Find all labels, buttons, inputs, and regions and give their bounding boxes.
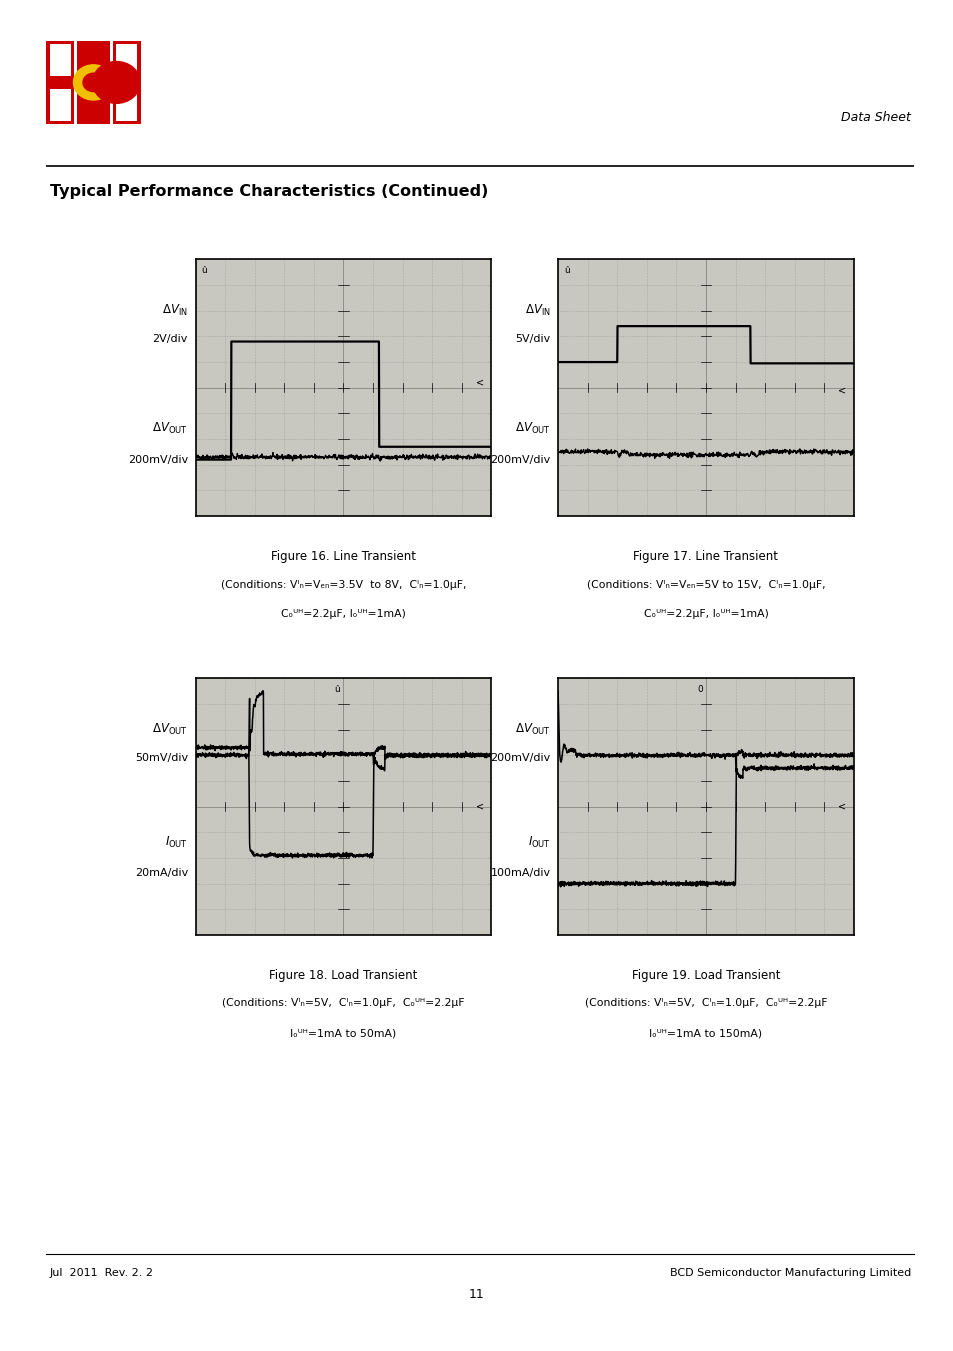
Text: $\Delta V_{\rm OUT}$: $\Delta V_{\rm OUT}$ (152, 422, 188, 436)
Text: Cₒᵁᴴ=2.2μF, Iₒᵁᴴ=1mA): Cₒᵁᴴ=2.2μF, Iₒᵁᴴ=1mA) (281, 609, 405, 619)
Text: $\Delta V_{\rm OUT}$: $\Delta V_{\rm OUT}$ (515, 422, 550, 436)
Text: $I_{\rm OUT}$: $I_{\rm OUT}$ (527, 835, 550, 850)
Text: Ch1|  200mV% ΔCh2  100mA  ΔM 100μs  A| Ch2 /  8.00mA: Ch1| 200mV% ΔCh2 100mA ΔM 100μs A| Ch2 /… (560, 943, 756, 948)
Text: Figure 19. Load Transient: Figure 19. Load Transient (631, 969, 780, 982)
Bar (77, 41, 110, 124)
Bar (50, 89, 71, 122)
Text: $\Delta V_{\rm OUT}$: $\Delta V_{\rm OUT}$ (515, 721, 550, 738)
Circle shape (83, 73, 104, 92)
Bar (112, 41, 141, 124)
Text: <: < (476, 377, 483, 388)
Text: 5V/div: 5V/div (515, 334, 550, 345)
Text: (Conditions: Vᴵₙ=5V,  Cᴵₙ=1.0μF,  Cₒᵁᴴ=2.2μF: (Conditions: Vᴵₙ=5V, Cᴵₙ=1.0μF, Cₒᵁᴴ=2.2… (584, 998, 826, 1008)
Text: (Conditions: Vᴵₙ=5V,  Cᴵₙ=1.0μF,  Cₒᵁᴴ=2.2μF: (Conditions: Vᴵₙ=5V, Cᴵₙ=1.0μF, Cₒᵁᴴ=2.2… (222, 998, 464, 1008)
Text: Cₒᵁᴴ=2.2μF, Iₒᵁᴴ=1mA): Cₒᵁᴴ=2.2μF, Iₒᵁᴴ=1mA) (643, 609, 767, 619)
Circle shape (92, 61, 140, 103)
Text: û: û (335, 685, 340, 694)
Text: Ch1|  2.00 V   %Ch2  200mV  Δ%M 400μs  A| Ch1 /  5.84 V: Ch1| 2.00 V %Ch2 200mV Δ%M 400μs A| Ch1 … (198, 524, 404, 530)
Text: <: < (476, 801, 483, 812)
Text: 200mV/div: 200mV/div (490, 454, 550, 465)
Text: 100mA/div: 100mA/div (490, 869, 550, 878)
Text: 20mA/div: 20mA/div (134, 869, 188, 878)
Text: Figure 17. Line Transient: Figure 17. Line Transient (633, 550, 778, 563)
Text: 11: 11 (469, 1288, 484, 1301)
Circle shape (73, 65, 113, 100)
Bar (116, 43, 137, 122)
Text: 200mV/div: 200mV/div (490, 753, 550, 763)
Text: 200mV/div: 200mV/div (128, 454, 188, 465)
Text: <: < (838, 801, 845, 812)
Text: Figure 18. Load Transient: Figure 18. Load Transient (269, 969, 417, 982)
Text: WIDE INPUT VOLTAGE RANGE, 150mA ULDO REGULATOR: WIDE INPUT VOLTAGE RANGE, 150mA ULDO REG… (61, 135, 454, 147)
Bar (46, 41, 74, 124)
Text: Iₒᵁᴴ=1mA to 150mA): Iₒᵁᴴ=1mA to 150mA) (649, 1028, 761, 1038)
Bar (50, 43, 71, 76)
Text: $\Delta V_{\rm OUT}$: $\Delta V_{\rm OUT}$ (152, 721, 188, 738)
Text: û: û (201, 266, 207, 276)
Text: <: < (838, 385, 845, 396)
Text: Jul  2011  Rev. 2. 2: Jul 2011 Rev. 2. 2 (50, 1267, 153, 1278)
Text: BCD Semiconductor Manufacturing Limited: BCD Semiconductor Manufacturing Limited (669, 1267, 910, 1278)
Text: Ch1|  50.0mV Δ%Ch2  20.0mA  ΔM 400μs  A| Ch2 /  7.20mA: Ch1| 50.0mV Δ%Ch2 20.0mA ΔM 400μs A| Ch2… (198, 943, 400, 948)
Text: $\Delta V_{\rm IN}$: $\Delta V_{\rm IN}$ (524, 303, 550, 319)
Text: $\Delta V_{\rm IN}$: $\Delta V_{\rm IN}$ (162, 303, 188, 319)
Text: 2V/div: 2V/div (152, 334, 188, 345)
Text: (Conditions: Vᴵₙ=Vₑₙ=3.5V  to 8V,  Cᴵₙ=1.0μF,: (Conditions: Vᴵₙ=Vₑₙ=3.5V to 8V, Cᴵₙ=1.0… (220, 580, 466, 589)
Text: AP2204: AP2204 (843, 135, 898, 147)
Text: Typical Performance Characteristics (Continued): Typical Performance Characteristics (Con… (50, 184, 488, 200)
Text: 0: 0 (697, 685, 702, 694)
Text: Iₒᵁᴴ=1mA to 50mA): Iₒᵁᴴ=1mA to 50mA) (290, 1028, 396, 1038)
Text: Data Sheet: Data Sheet (841, 111, 910, 124)
Text: û: û (563, 266, 569, 276)
Text: (Conditions: Vᴵₙ=Vₑₙ=5V to 15V,  Cᴵₙ=1.0μF,: (Conditions: Vᴵₙ=Vₑₙ=5V to 15V, Cᴵₙ=1.0μ… (586, 580, 824, 589)
Text: 50mV/div: 50mV/div (134, 753, 188, 763)
Text: Figure 16. Line Transient: Figure 16. Line Transient (271, 550, 416, 563)
Text: Ch1|  5.00 V   %Ch2  200mV  Δ%M 400μs  A| Ch1 /  10.1 V: Ch1| 5.00 V %Ch2 200mV Δ%M 400μs A| Ch1 … (560, 524, 766, 530)
Text: $I_{\rm OUT}$: $I_{\rm OUT}$ (165, 835, 188, 850)
